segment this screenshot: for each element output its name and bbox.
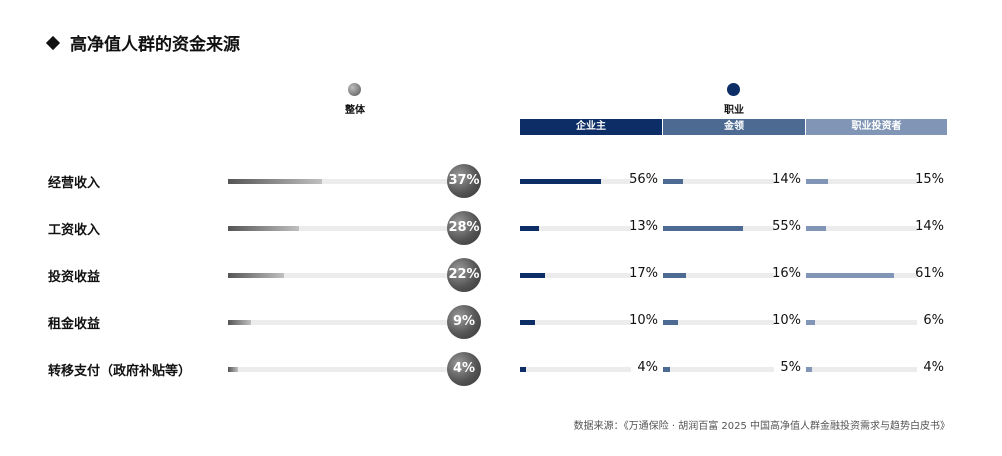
series-bar	[806, 226, 827, 231]
series-bar	[520, 367, 526, 372]
series-bar	[806, 367, 812, 372]
series-value-label: 15%	[915, 172, 944, 187]
series-bar	[520, 179, 602, 184]
series-bar-track	[520, 226, 631, 231]
series-header-3: 职业投资者	[806, 119, 947, 135]
overall-bar-track	[228, 179, 468, 184]
series-bar	[806, 179, 828, 184]
series-bar-track	[663, 367, 774, 372]
series-bar-track	[663, 179, 774, 184]
series-value-label: 55%	[772, 219, 801, 234]
series-bar-track	[520, 367, 631, 372]
series-bar	[663, 179, 684, 184]
series-bar	[520, 320, 535, 325]
series-value-label: 16%	[772, 266, 801, 281]
overall-bar-track	[228, 226, 468, 231]
series-header-1: 企业主	[520, 119, 662, 135]
series-value-label: 10%	[772, 313, 801, 328]
overall-value-badge: 9%	[447, 305, 481, 339]
series-bar-track	[663, 320, 774, 325]
series-bar-track	[806, 179, 917, 184]
overall-bar-track	[228, 367, 468, 372]
overall-value-badge: 37%	[447, 164, 481, 198]
overall-bar	[228, 273, 285, 278]
category-label: 经营收入	[48, 176, 101, 191]
series-bar	[663, 226, 743, 231]
series-bar-track	[520, 273, 631, 278]
series-bar-track	[663, 273, 774, 278]
overall-value-badge: 22%	[447, 258, 481, 292]
overall-group-label: 整体	[345, 105, 365, 116]
category-label: 工资收入	[48, 223, 101, 238]
series-value-label: 10%	[629, 313, 658, 328]
overall-value-badge: 28%	[447, 211, 481, 245]
series-value-label: 4%	[637, 360, 658, 375]
chart-title-text: 高净值人群的资金来源	[70, 35, 240, 55]
series-bar	[520, 226, 539, 231]
occupation-group-label: 职业	[724, 105, 744, 116]
category-label: 投资收益	[48, 270, 101, 285]
chart-title: 高净值人群的资金来源	[45, 30, 240, 55]
series-value-label: 61%	[915, 266, 944, 281]
series-bar-track	[806, 226, 917, 231]
category-label: 租金收益	[48, 317, 101, 332]
series-bar-track	[520, 320, 631, 325]
overall-bar	[228, 226, 300, 231]
overall-value-badge: 4%	[447, 352, 481, 386]
overall-bar-track	[228, 273, 468, 278]
series-bar	[520, 273, 545, 278]
series-bar-track	[806, 320, 917, 325]
overall-dot-icon	[348, 83, 361, 96]
overall-bar-track	[228, 320, 468, 325]
overall-bar	[228, 367, 239, 372]
series-value-label: 6%	[923, 313, 944, 328]
diamond-icon	[45, 35, 61, 51]
series-value-label: 56%	[629, 172, 658, 187]
overall-bar	[228, 320, 251, 325]
category-label: 转移支付（政府补贴等）	[48, 364, 192, 379]
series-value-label: 13%	[629, 219, 658, 234]
data-source: 数据来源：《万通保险 · 胡润百富 2025 中国高净值人群金融投资需求与趋势白…	[573, 421, 950, 432]
series-value-label: 4%	[923, 360, 944, 375]
series-bar	[806, 320, 815, 325]
series-bar	[806, 273, 895, 278]
occupation-dot-icon	[727, 83, 740, 96]
overall-bar	[228, 179, 323, 184]
series-bar	[663, 320, 678, 325]
series-value-label: 14%	[915, 219, 944, 234]
series-bar	[663, 367, 671, 372]
series-value-label: 14%	[772, 172, 801, 187]
series-header-2: 金领	[663, 119, 805, 135]
series-value-label: 5%	[780, 360, 801, 375]
series-bar	[663, 273, 687, 278]
series-value-label: 17%	[629, 266, 658, 281]
series-bar-track	[806, 367, 917, 372]
